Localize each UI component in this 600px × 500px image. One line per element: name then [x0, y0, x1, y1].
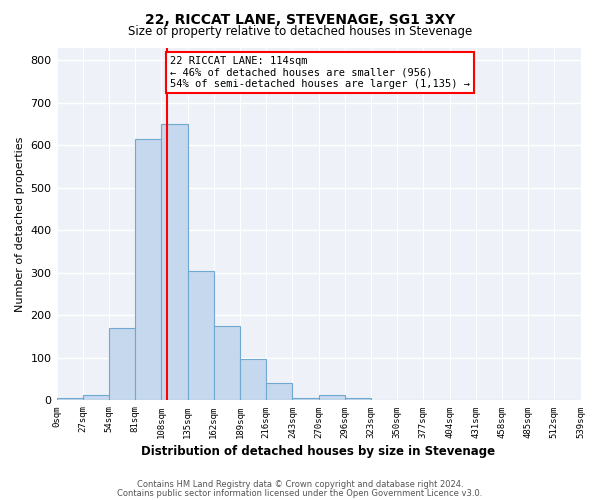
Bar: [240, 359, 266, 401]
Y-axis label: Number of detached properties: Number of detached properties: [15, 136, 25, 312]
Text: 22 RICCAT LANE: 114sqm
← 46% of detached houses are smaller (956)
54% of semi-de: 22 RICCAT LANE: 114sqm ← 46% of detached…: [170, 56, 470, 89]
Bar: [135, 139, 161, 400]
Bar: [109, 328, 135, 400]
Text: Contains public sector information licensed under the Open Government Licence v3: Contains public sector information licen…: [118, 488, 482, 498]
Bar: [292, 398, 319, 400]
Text: Contains HM Land Registry data © Crown copyright and database right 2024.: Contains HM Land Registry data © Crown c…: [137, 480, 463, 489]
X-axis label: Distribution of detached houses by size in Stevenage: Distribution of detached houses by size …: [142, 444, 496, 458]
Bar: [214, 326, 240, 400]
Text: Size of property relative to detached houses in Stevenage: Size of property relative to detached ho…: [128, 25, 472, 38]
Bar: [83, 396, 109, 400]
Bar: [161, 124, 188, 400]
Bar: [188, 270, 214, 400]
Text: 22, RICCAT LANE, STEVENAGE, SG1 3XY: 22, RICCAT LANE, STEVENAGE, SG1 3XY: [145, 12, 455, 26]
Bar: [345, 398, 371, 400]
Bar: [319, 396, 345, 400]
Bar: [56, 398, 83, 400]
Bar: [266, 384, 292, 400]
